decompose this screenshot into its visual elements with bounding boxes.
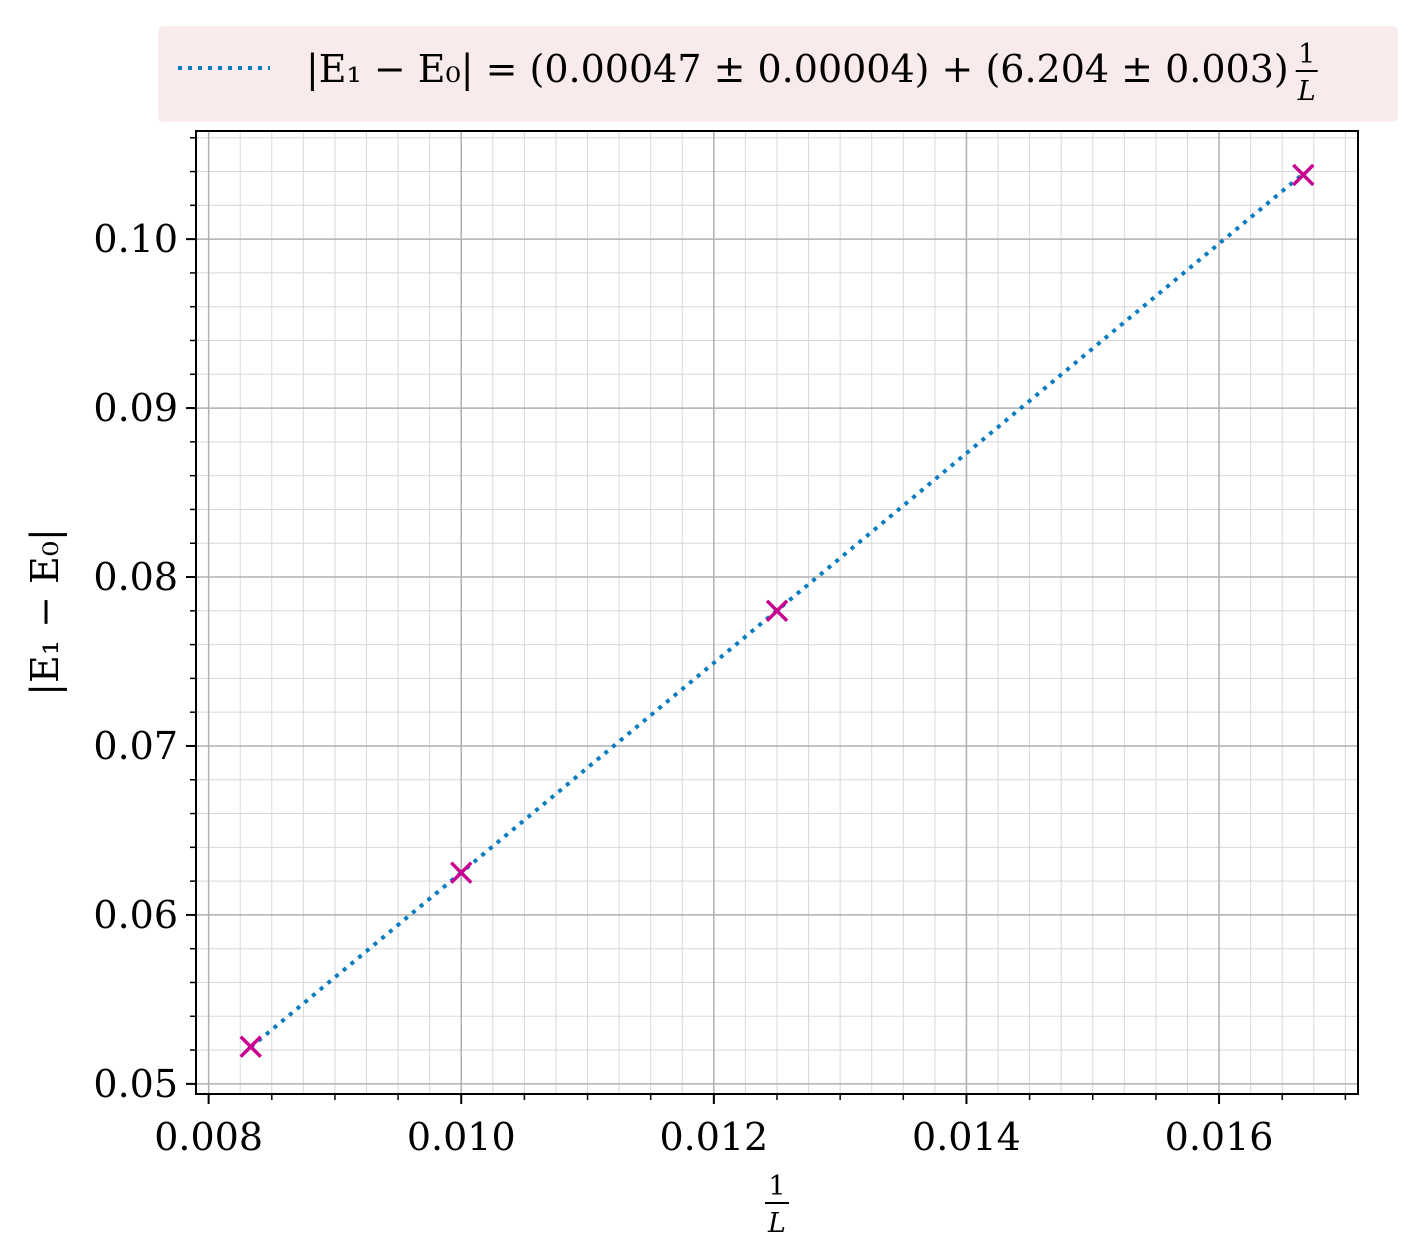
data-point — [1292, 163, 1315, 187]
data-point-stroke — [765, 599, 789, 623]
data-point — [239, 1035, 262, 1058]
y-tick-label: 0.07 — [93, 724, 178, 768]
y-tick-label: 0.09 — [93, 386, 178, 430]
legend-frac-denominator: L — [1297, 76, 1316, 107]
legend-frac-numerator: 1 — [1298, 39, 1315, 70]
x-label-denominator: L — [767, 1208, 786, 1239]
ticks — [186, 137, 1347, 1104]
x-tick-label: 0.016 — [1165, 1115, 1274, 1159]
series-layer — [239, 163, 1315, 1058]
data-point-stroke — [450, 861, 473, 884]
data-point — [450, 861, 473, 884]
data-point-stroke — [1292, 163, 1315, 187]
x-axis-label: 1 L — [765, 1171, 789, 1239]
plot-area: 0.008 0.010 0.012 0.014 0.016 0.05 0.06 0.07 0.0… — [93, 130, 1359, 1159]
data-point-stroke — [239, 1035, 262, 1058]
legend-box — [158, 26, 1398, 122]
y-tick-label: 0.05 — [93, 1062, 178, 1106]
legend-label: |E₁ − E₀| = (0.00047 ± 0.00004) + (6.204… — [306, 47, 1289, 91]
y-tick-label: 0.08 — [93, 555, 178, 599]
x-tick-label: 0.010 — [407, 1115, 516, 1159]
y-axis-label: |E₁ − E₀| — [23, 528, 67, 696]
tick-labels: 0.008 0.010 0.012 0.014 0.016 0.05 0.06 0.07 0.0… — [93, 217, 1273, 1159]
x-tick-label: 0.012 — [659, 1115, 768, 1159]
y-tick-label: 0.10 — [93, 217, 178, 261]
major-grid — [196, 131, 1358, 1094]
legend: |E₁ − E₀| = (0.00047 ± 0.00004) + (6.204… — [158, 26, 1398, 122]
x-tick-label: 0.014 — [912, 1115, 1021, 1159]
x-label-numerator: 1 — [768, 1171, 785, 1202]
data-point — [765, 599, 789, 623]
y-tick-label: 0.06 — [93, 893, 178, 937]
x-tick-label: 0.008 — [154, 1115, 263, 1159]
